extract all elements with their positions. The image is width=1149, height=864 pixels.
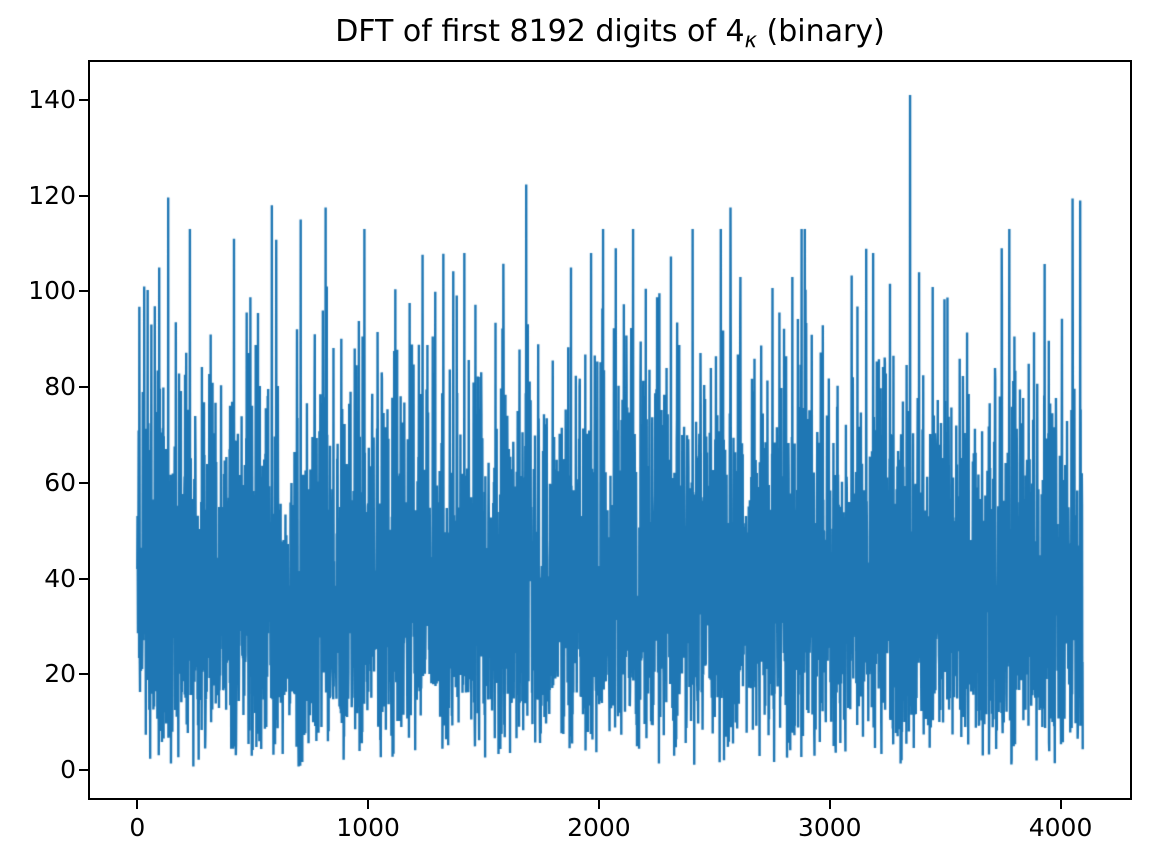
chart-title: DFT of first 8192 digits of 4κ (binary) [90, 13, 1130, 52]
x-tick-label: 2000 [567, 813, 631, 842]
y-tick-mark [79, 769, 88, 772]
y-tick-mark [79, 194, 88, 197]
y-tick-label: 20 [44, 659, 76, 689]
x-tick-mark [367, 800, 370, 809]
y-tick-label: 60 [44, 467, 76, 497]
x-tick-mark [136, 800, 139, 809]
y-tick-label: 120 [28, 180, 76, 210]
x-tick-label: 3000 [797, 813, 862, 842]
y-tick-label: 40 [44, 563, 76, 593]
y-tick-mark [79, 577, 88, 580]
y-tick-label: 100 [28, 276, 76, 306]
y-tick-mark [79, 386, 88, 389]
y-tick-mark [79, 481, 88, 484]
x-tick-label: 1000 [336, 813, 400, 842]
y-tick-mark [79, 98, 88, 101]
x-tick-mark [828, 800, 831, 809]
x-tick-mark [597, 800, 600, 809]
kappa-subscript: κ [744, 28, 757, 52]
y-tick-mark [79, 673, 88, 676]
y-tick-label: 0 [60, 755, 76, 785]
x-tick-mark [1059, 800, 1062, 809]
y-tick-label: 80 [44, 372, 76, 402]
title-text-post: (binary) [757, 14, 885, 49]
dft-line-series [90, 62, 1130, 798]
x-tick-label: 4000 [1028, 813, 1093, 842]
y-tick-label: 140 [28, 84, 76, 114]
plot-area [88, 60, 1132, 800]
title-text-pre: DFT of first 8192 digits of 4 [335, 14, 745, 49]
x-tick-label: 0 [129, 813, 146, 842]
y-tick-mark [79, 290, 88, 293]
